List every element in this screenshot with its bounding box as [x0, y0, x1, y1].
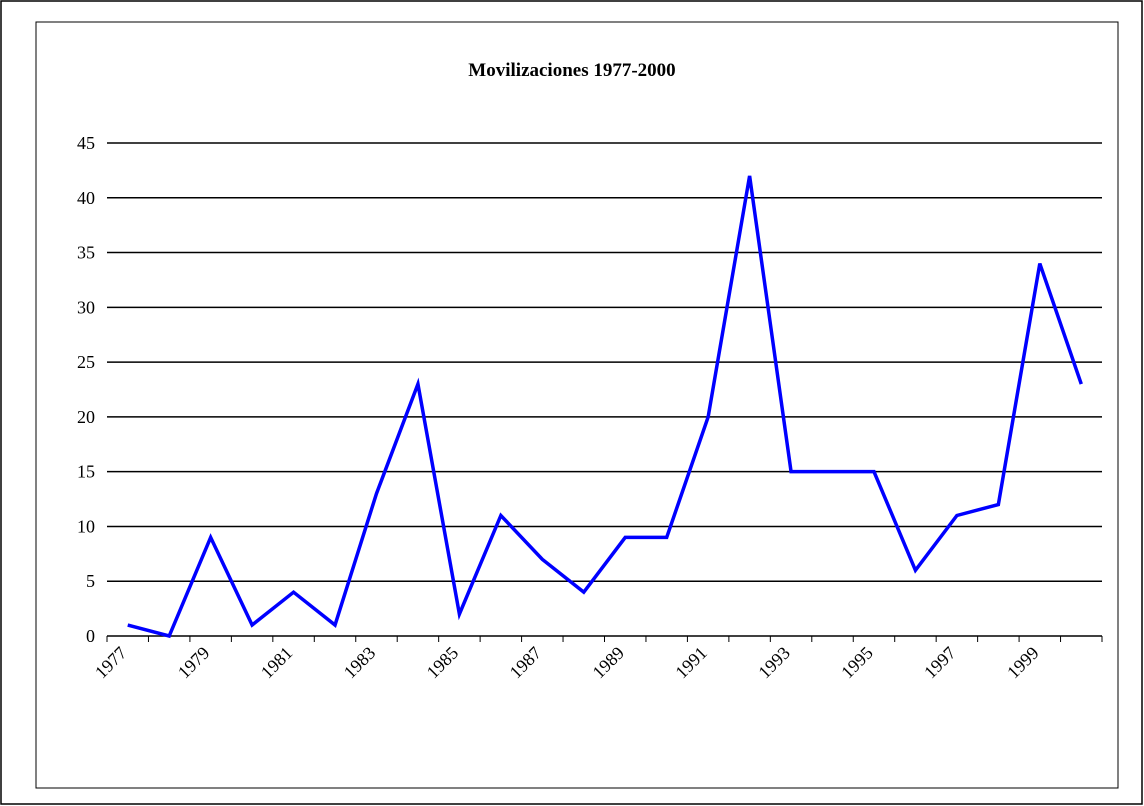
chart-title: Movilizaciones 1977-2000 — [468, 60, 675, 81]
y-tick-label: 40 — [77, 188, 95, 208]
y-tick-label: 30 — [77, 297, 95, 317]
y-tick-label: 20 — [77, 407, 95, 427]
y-tick-label: 15 — [77, 462, 95, 482]
y-tick-label: 25 — [77, 352, 95, 372]
y-tick-label: 0 — [86, 626, 95, 646]
y-tick-label: 35 — [77, 243, 95, 263]
y-tick-label: 10 — [77, 516, 95, 536]
y-tick-label: 5 — [86, 571, 95, 591]
y-tick-label: 45 — [77, 133, 95, 153]
data-line — [127, 175, 1083, 639]
chart-frame — [35, 21, 1119, 789]
